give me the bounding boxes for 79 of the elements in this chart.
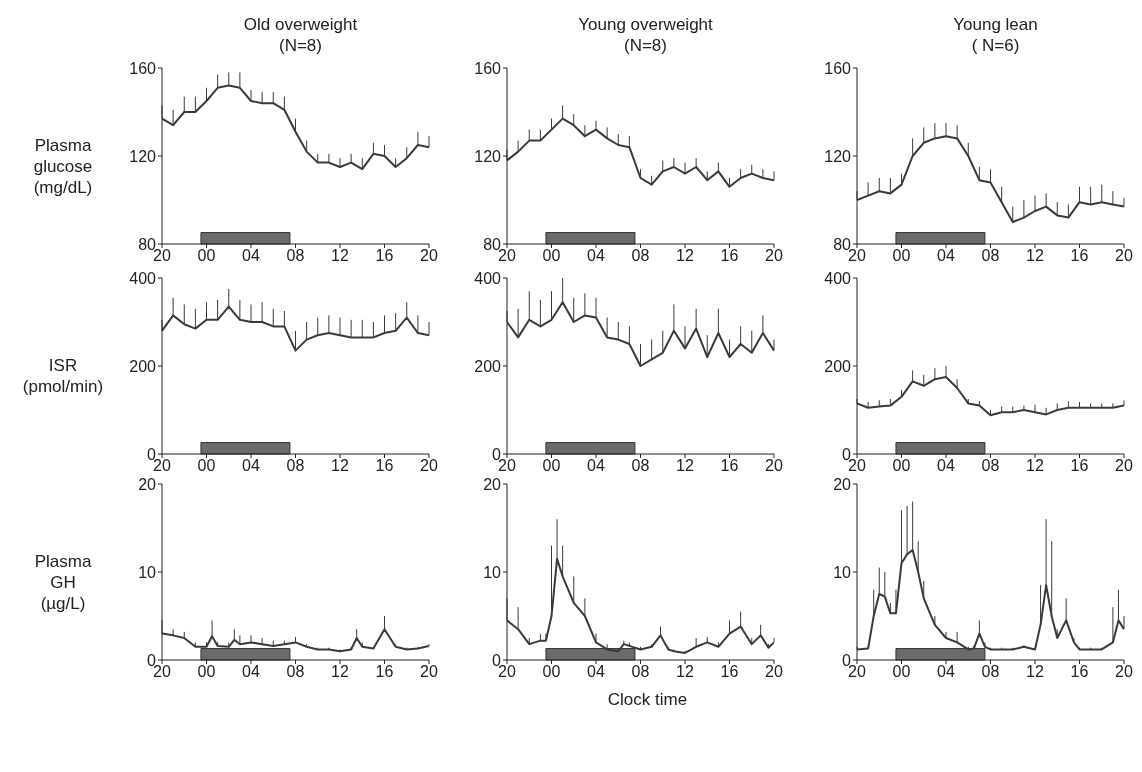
y-tick-label: 160 xyxy=(474,59,502,77)
x-tick-label: 08 xyxy=(981,663,1000,681)
x-tick-label: 20 xyxy=(1115,663,1133,681)
y-tick-label: 20 xyxy=(833,475,852,493)
x-tick-label: 20 xyxy=(1115,457,1133,475)
x-tick-label: 00 xyxy=(197,247,216,265)
chart-title: Old overweight (N=8) xyxy=(242,14,359,57)
x-tick-label: 08 xyxy=(631,247,650,265)
x-tick-label: 04 xyxy=(937,663,955,681)
x-tick-label: 00 xyxy=(197,457,216,475)
x-tick-label: 04 xyxy=(937,247,955,265)
y-tick-label: 120 xyxy=(129,147,157,165)
x-tick-label: 12 xyxy=(331,247,349,265)
y-tick-label: 160 xyxy=(129,59,157,77)
x-tick-label: 08 xyxy=(981,247,1000,265)
y-tick-label: 120 xyxy=(474,147,502,165)
x-tick-label: 00 xyxy=(892,663,911,681)
x-tick-label: 04 xyxy=(587,457,605,475)
x-tick-label: 00 xyxy=(542,247,561,265)
y-axis-title: Plasma glucose (mg/dL) xyxy=(32,134,94,198)
x-tick-label: 20 xyxy=(420,663,438,681)
x-axis-title: Clock time xyxy=(606,690,689,710)
x-tick-label: 20 xyxy=(765,457,783,475)
x-tick-label: 16 xyxy=(375,457,394,475)
x-tick-label: 08 xyxy=(631,663,650,681)
y-tick-label: 160 xyxy=(824,59,852,77)
chart-title: Young lean ( N=6) xyxy=(952,14,1039,57)
x-tick-label: 00 xyxy=(542,457,561,475)
y-tick-label: 400 xyxy=(824,269,852,287)
x-tick-label: 12 xyxy=(1026,663,1044,681)
x-tick-label: 12 xyxy=(331,457,349,475)
chart-title: Young overweight (N=8) xyxy=(577,14,714,57)
x-tick-label: 20 xyxy=(765,663,783,681)
x-tick-label: 00 xyxy=(197,663,216,681)
x-tick-label: 12 xyxy=(676,457,694,475)
x-tick-label: 00 xyxy=(892,457,911,475)
x-tick-label: 08 xyxy=(286,457,305,475)
x-tick-label: 20 xyxy=(420,247,438,265)
y-tick-label: 120 xyxy=(824,147,852,165)
x-tick-label: 08 xyxy=(286,663,305,681)
x-tick-label: 16 xyxy=(720,457,739,475)
y-axis-title: ISR (pmol/min) xyxy=(21,355,105,397)
x-tick-label: 12 xyxy=(1026,457,1044,475)
y-tick-label: 200 xyxy=(824,357,852,375)
y-tick-label: 200 xyxy=(474,357,502,375)
x-tick-label: 16 xyxy=(1070,247,1089,265)
x-tick-label: 20 xyxy=(765,247,783,265)
x-tick-label: 20 xyxy=(1115,247,1133,265)
x-tick-label: 08 xyxy=(981,457,1000,475)
x-tick-label: 04 xyxy=(937,457,955,475)
x-tick-label: 00 xyxy=(892,247,911,265)
y-tick-label: 20 xyxy=(483,475,502,493)
x-tick-label: 16 xyxy=(720,247,739,265)
x-tick-label: 16 xyxy=(1070,663,1089,681)
x-tick-label: 04 xyxy=(242,247,260,265)
x-tick-label: 08 xyxy=(631,457,650,475)
x-tick-label: 16 xyxy=(375,247,394,265)
y-axis-title: Plasma GH (µg/L) xyxy=(33,550,93,614)
x-tick-label: 20 xyxy=(420,457,438,475)
x-tick-label: 04 xyxy=(242,457,260,475)
x-tick-label: 04 xyxy=(587,247,605,265)
x-tick-label: 12 xyxy=(331,663,349,681)
x-tick-label: 16 xyxy=(1070,457,1089,475)
x-tick-label: 16 xyxy=(375,663,394,681)
x-tick-label: 12 xyxy=(676,247,694,265)
x-tick-label: 12 xyxy=(1026,247,1044,265)
x-tick-label: 00 xyxy=(542,663,561,681)
y-tick-label: 200 xyxy=(129,357,157,375)
x-tick-label: 04 xyxy=(587,663,605,681)
y-tick-label: 10 xyxy=(833,563,852,581)
x-tick-label: 16 xyxy=(720,663,739,681)
x-tick-label: 12 xyxy=(676,663,694,681)
x-tick-label: 08 xyxy=(286,247,305,265)
y-tick-label: 400 xyxy=(129,269,157,287)
y-tick-label: 10 xyxy=(138,563,157,581)
y-tick-label: 20 xyxy=(138,475,157,493)
x-tick-label: 04 xyxy=(242,663,260,681)
y-tick-label: 10 xyxy=(483,563,502,581)
y-tick-label: 400 xyxy=(474,269,502,287)
